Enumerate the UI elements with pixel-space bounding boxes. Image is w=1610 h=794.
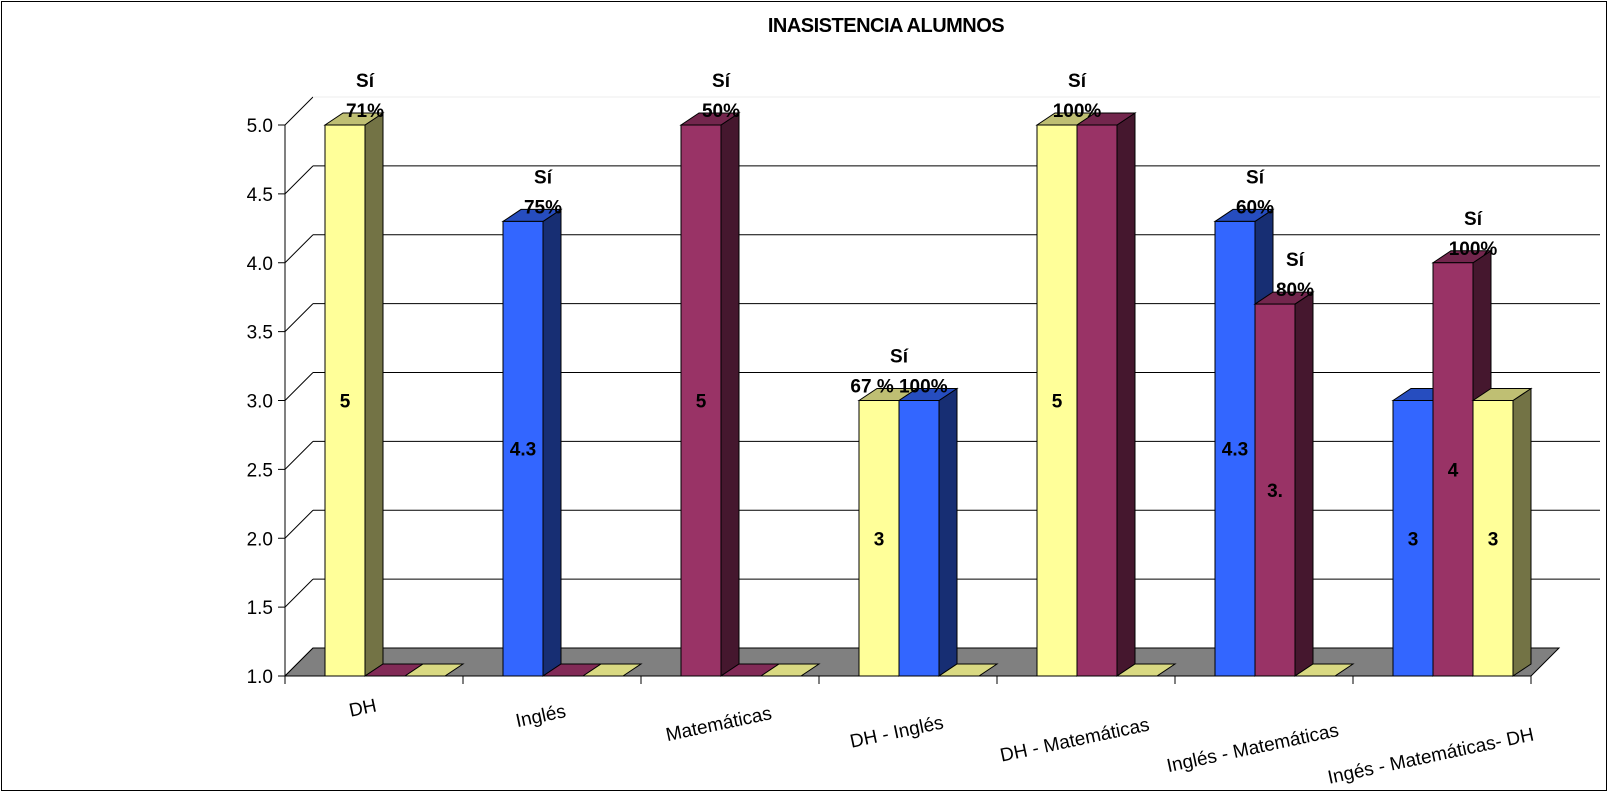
- bar: [1214, 220, 1256, 677]
- bar: [858, 400, 900, 677]
- bar-value-label: 4: [1448, 460, 1459, 481]
- y-tick-label: 4.5: [247, 185, 273, 206]
- bar: [502, 220, 544, 677]
- x-category-label: DH - Matemáticas: [998, 715, 1151, 767]
- y-tick-label: 3.0: [247, 392, 273, 413]
- annotation-si: Sí: [1464, 209, 1483, 230]
- bar-value-label: 3.: [1267, 481, 1283, 502]
- y-tick-label: 3.5: [247, 323, 273, 344]
- x-category-label: DH - Inglés: [848, 712, 945, 752]
- bar-flat: [1293, 663, 1355, 677]
- bar-value-label: 5: [696, 392, 707, 413]
- bar-side: [720, 112, 740, 677]
- side-gridline: [284, 96, 314, 126]
- bar-flat: [403, 663, 465, 677]
- annotation-percent: 71%: [346, 101, 384, 122]
- annotation-percent: 100%: [1449, 239, 1498, 260]
- bar-side: [1294, 291, 1314, 677]
- bar-value-label: 5: [1052, 392, 1063, 413]
- bar-side: [1512, 387, 1532, 677]
- bar: [898, 400, 940, 677]
- y-tick-label: 5.0: [247, 116, 273, 137]
- bar: [1472, 400, 1514, 677]
- bar-flat: [759, 663, 821, 677]
- annotation-si: Sí: [356, 71, 375, 92]
- bar-flat: [581, 663, 643, 677]
- y-tick-label: 2.0: [247, 529, 273, 550]
- side-gridline: [284, 234, 314, 264]
- x-category-label: DH: [347, 695, 378, 721]
- y-tick-label: 1.5: [247, 598, 273, 619]
- bar-side: [938, 387, 958, 677]
- bar-value-label: 3: [1488, 529, 1499, 550]
- x-category-label: Ingés - Matemáticas- DH: [1326, 725, 1536, 789]
- bar-value-label: 4.3: [1222, 440, 1248, 461]
- annotation-si: Sí: [890, 347, 909, 368]
- bar: [1254, 303, 1296, 677]
- y-tick-label: 2.5: [247, 460, 273, 481]
- annotation-si: Sí: [1246, 167, 1265, 188]
- bar: [1076, 124, 1118, 677]
- bar-side: [1116, 112, 1136, 677]
- bar-value-label: 3: [874, 529, 885, 550]
- side-gridline: [284, 303, 314, 332]
- annotation-percent: 67 % 100%: [850, 377, 947, 398]
- bar-value-label: 3: [1408, 529, 1419, 550]
- annotation-si: Sí: [1286, 250, 1305, 271]
- y-tick-label: 1.0: [247, 667, 273, 688]
- bar-flat: [1115, 663, 1177, 677]
- bar-value-label: 5: [340, 392, 351, 413]
- y-tick-label: 4.0: [247, 254, 273, 275]
- annotation-percent: 60%: [1236, 197, 1274, 218]
- side-gridline: [284, 509, 314, 539]
- bar-value-label: 4.3: [510, 440, 536, 461]
- chart-title: INASISTENCIA ALUMNOS: [768, 15, 1004, 37]
- x-category-label: Inglés - Matemáticas: [1165, 720, 1341, 777]
- bar-flat: [937, 663, 999, 677]
- annotation-percent: 80%: [1276, 280, 1314, 301]
- annotation-si: Sí: [534, 167, 553, 188]
- bar: [1392, 400, 1434, 677]
- x-category-label: Matemáticas: [664, 703, 774, 746]
- side-gridline: [284, 165, 314, 195]
- annotation-si: Sí: [712, 71, 731, 92]
- annotation-si: Sí: [1068, 71, 1087, 92]
- bar: [680, 124, 722, 677]
- annotation-percent: 50%: [702, 101, 740, 122]
- bar: [1036, 124, 1078, 677]
- side-gridline: [284, 578, 314, 608]
- bar-side: [542, 208, 562, 677]
- bar: [324, 124, 366, 677]
- annotation-percent: 75%: [524, 197, 562, 218]
- annotation-percent: 100%: [1053, 101, 1102, 122]
- x-category-label: Inglés: [514, 701, 568, 732]
- side-gridline: [284, 441, 314, 470]
- bar-side: [364, 112, 384, 677]
- side-gridline: [284, 372, 314, 401]
